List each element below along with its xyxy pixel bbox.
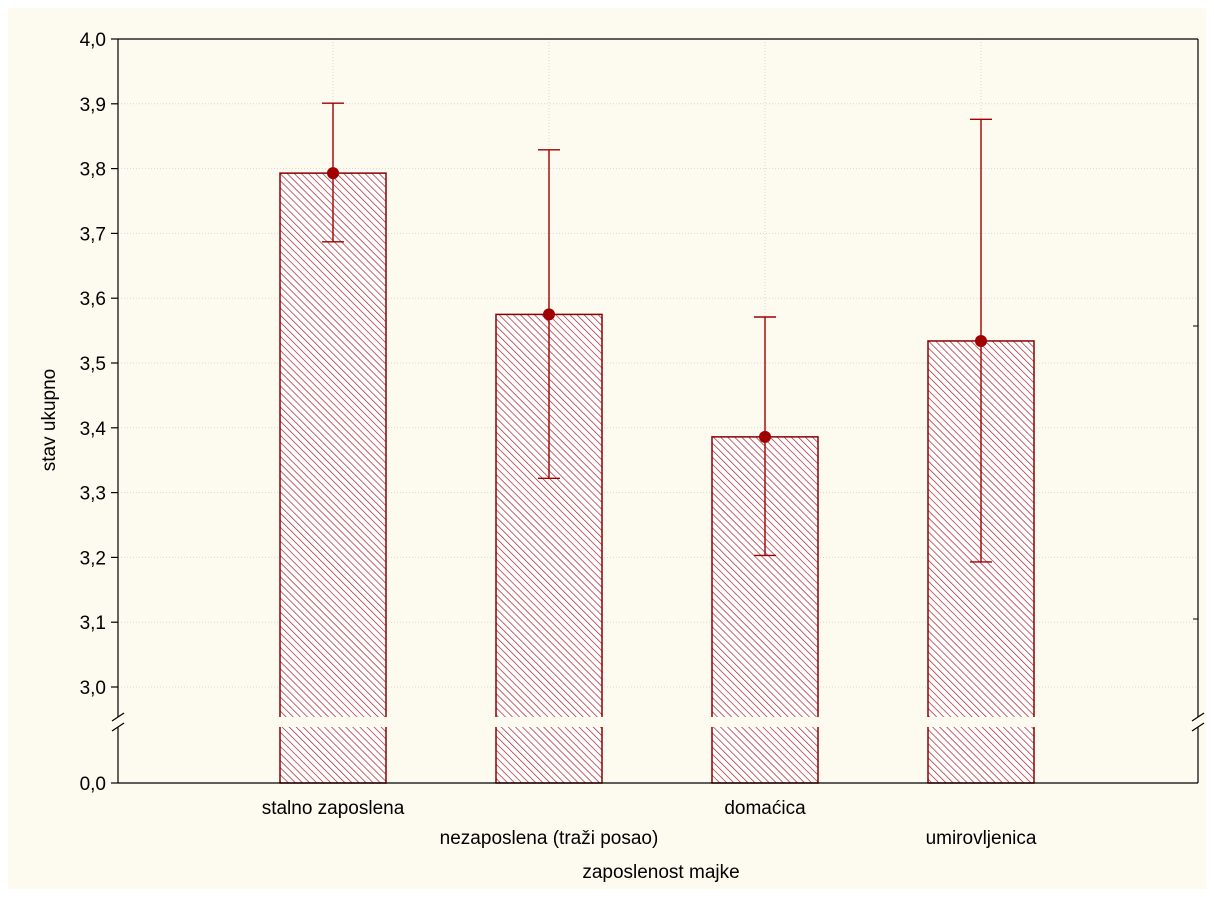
- x-category-label: stalno zaposlena: [262, 798, 405, 819]
- mean-point: [759, 430, 771, 443]
- y-tick-label: 3,4: [80, 419, 107, 440]
- x-category-label: nezaposlena (traži posao): [440, 828, 659, 849]
- axis-break-mark: [1191, 722, 1205, 732]
- y-tick-label: 3,6: [80, 289, 106, 310]
- plot-frame: [111, 38, 1205, 784]
- axis-break: [8, 717, 1206, 727]
- x-axis-labels: stalno zaposlena nezaposlena (traži posao…: [262, 798, 1037, 849]
- y-tick-label: 3,0: [80, 678, 106, 699]
- y-tick-label: 0,0: [80, 774, 106, 795]
- y-tick-label: 4,0: [80, 30, 106, 51]
- error-bars: [322, 102, 992, 563]
- y-axis-ticks: 4,0 3,9 3,8 3,7 3,6 3,5 3,4 3,3 3,2 3,1 3,0 0,0: [80, 30, 118, 795]
- x-axis-title: zaposlenost majke: [582, 862, 739, 883]
- x-category-label: umirovljenica: [926, 828, 1037, 849]
- y-tick-label: 3,7: [80, 224, 106, 245]
- mean-point: [975, 334, 987, 347]
- chart-area: 4,0 3,9 3,8 3,7 3,6 3,5 3,4 3,3 3,2 3,1 3,0 0,0 sta…: [8, 8, 1206, 889]
- bars: [279, 172, 1035, 784]
- mean-point: [543, 308, 555, 321]
- axis-break-mark: [111, 722, 125, 732]
- y-tick-label: 3,5: [80, 354, 106, 375]
- y-tick-label: 3,1: [80, 613, 106, 634]
- y-tick-label: 3,9: [80, 95, 106, 116]
- y-tick-label: 3,3: [80, 484, 106, 505]
- mean-point: [327, 167, 339, 180]
- y-tick-label: 3,2: [80, 548, 106, 569]
- y-axis-title: stav ukupno: [39, 369, 60, 471]
- bar-chart: 4,0 3,9 3,8 3,7 3,6 3,5 3,4 3,3 3,2 3,1 3,0 0,0 sta…: [8, 30, 1206, 883]
- x-category-label: domaćica: [724, 798, 806, 819]
- axis-break-mark: [1191, 712, 1205, 722]
- axis-break-mark: [111, 712, 125, 722]
- y-tick-label: 3,8: [80, 160, 106, 181]
- bar: [279, 172, 387, 784]
- axis-break-band: [8, 717, 1206, 727]
